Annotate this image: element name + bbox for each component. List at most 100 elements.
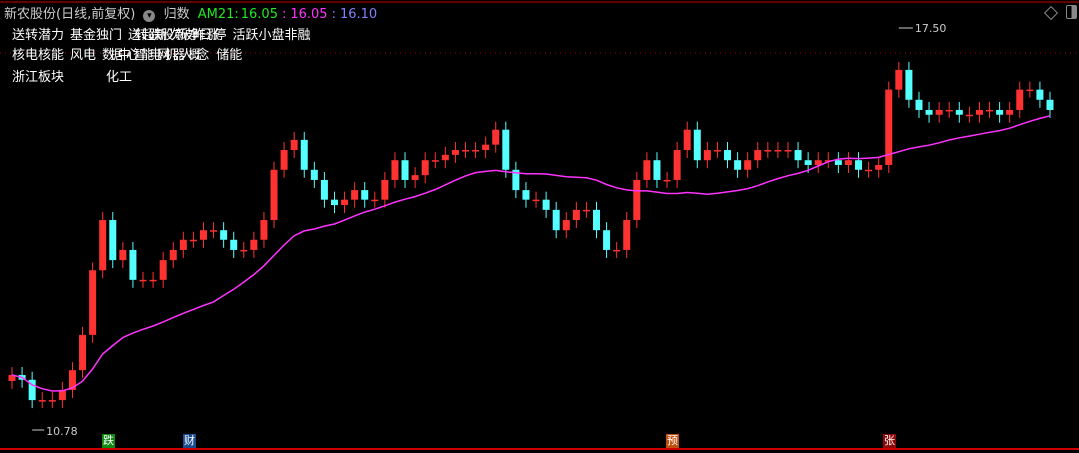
panel-toggle-icon[interactable] — [1066, 5, 1077, 19]
candle-body — [159, 260, 167, 280]
candle — [310, 161, 318, 188]
candle — [975, 101, 983, 123]
candle-body — [965, 114, 973, 117]
candle-body — [542, 199, 550, 210]
candle-body — [99, 220, 107, 271]
candle — [451, 142, 459, 163]
candle-body — [784, 150, 792, 152]
candle-body — [683, 129, 691, 151]
candle — [673, 142, 681, 188]
candle — [522, 182, 530, 208]
candle — [250, 231, 258, 258]
candle-body — [572, 209, 580, 221]
candle-body — [492, 129, 500, 145]
candle — [492, 121, 500, 153]
candle — [421, 152, 429, 184]
low-annotation: 10.78 — [46, 425, 77, 438]
candle — [713, 142, 721, 159]
candle — [351, 182, 359, 208]
candle — [280, 142, 288, 178]
candle-body — [220, 230, 228, 240]
candle-body — [875, 164, 883, 170]
candle — [129, 241, 137, 288]
tag-row-1: 送转潜力 基金独门 送转超跌 新股次新 破净 昨日涨停 活跃小盘非融 — [12, 24, 316, 43]
candle — [703, 142, 711, 169]
candle — [734, 152, 742, 178]
candle-body — [734, 160, 742, 170]
candle — [270, 161, 278, 229]
candle — [915, 91, 923, 118]
candle-body — [693, 129, 701, 161]
candle — [290, 131, 298, 159]
candle — [542, 191, 550, 218]
candle-body — [351, 190, 359, 200]
candle — [199, 222, 207, 248]
candle — [28, 371, 36, 409]
candle — [411, 167, 419, 188]
candle — [875, 156, 883, 178]
candle-body — [986, 109, 994, 112]
candle — [935, 101, 943, 123]
ma21-line — [11, 115, 1051, 392]
candle — [371, 191, 379, 208]
candle — [593, 201, 601, 239]
candle — [582, 201, 590, 218]
dropdown-icon[interactable]: ▾ — [143, 10, 156, 22]
marker-cai: 财 — [183, 434, 196, 448]
candle — [58, 381, 66, 409]
candle-body — [8, 374, 16, 381]
candle — [1006, 101, 1014, 123]
candle — [330, 191, 338, 214]
candle-body — [129, 249, 137, 280]
candle-body — [804, 160, 812, 165]
candle-body — [653, 160, 661, 180]
candle — [905, 61, 913, 108]
candle — [1016, 81, 1024, 118]
candle — [855, 152, 863, 178]
candle-body — [189, 239, 197, 242]
candle — [512, 161, 520, 199]
candle-body — [330, 199, 338, 206]
candle — [774, 142, 782, 159]
candle-body — [865, 169, 873, 172]
candle — [441, 146, 449, 169]
ma-value1: 16.05 — [240, 7, 278, 22]
candle — [1036, 81, 1044, 108]
candle — [744, 152, 752, 178]
tag: 浙江板块 — [12, 70, 65, 85]
candle-body — [844, 160, 852, 165]
candle — [663, 171, 671, 188]
candle-body — [48, 400, 56, 402]
candle — [623, 212, 631, 258]
candle-body — [109, 220, 117, 261]
candle — [643, 152, 651, 188]
candle — [8, 366, 16, 389]
tag-row-2: 核电核能 风电 数据中心 智能电网 机器人概念 储能 — [12, 44, 248, 63]
candle-body — [935, 109, 943, 115]
candle — [189, 231, 197, 248]
candle-body — [633, 179, 641, 221]
candle — [885, 81, 893, 173]
candle-body — [996, 109, 1004, 115]
candle — [149, 271, 157, 288]
candle-body — [300, 139, 308, 170]
candle — [613, 241, 621, 258]
candle-body — [1046, 99, 1054, 110]
candle — [572, 201, 580, 229]
candle-body — [280, 150, 288, 170]
candle-body — [774, 150, 782, 152]
candle — [502, 121, 510, 178]
candle-body — [169, 249, 177, 261]
candle-body — [814, 160, 822, 165]
candle — [169, 241, 177, 269]
candle — [693, 121, 701, 169]
candle-body — [341, 199, 349, 206]
candle-body — [1006, 109, 1014, 115]
candle-body — [1036, 89, 1044, 100]
candle-body — [431, 160, 439, 162]
marker-zhang: 张 — [883, 434, 896, 448]
candle-body — [552, 209, 560, 231]
candle-body — [522, 190, 530, 200]
candle — [955, 101, 963, 123]
candle-body — [89, 270, 97, 335]
